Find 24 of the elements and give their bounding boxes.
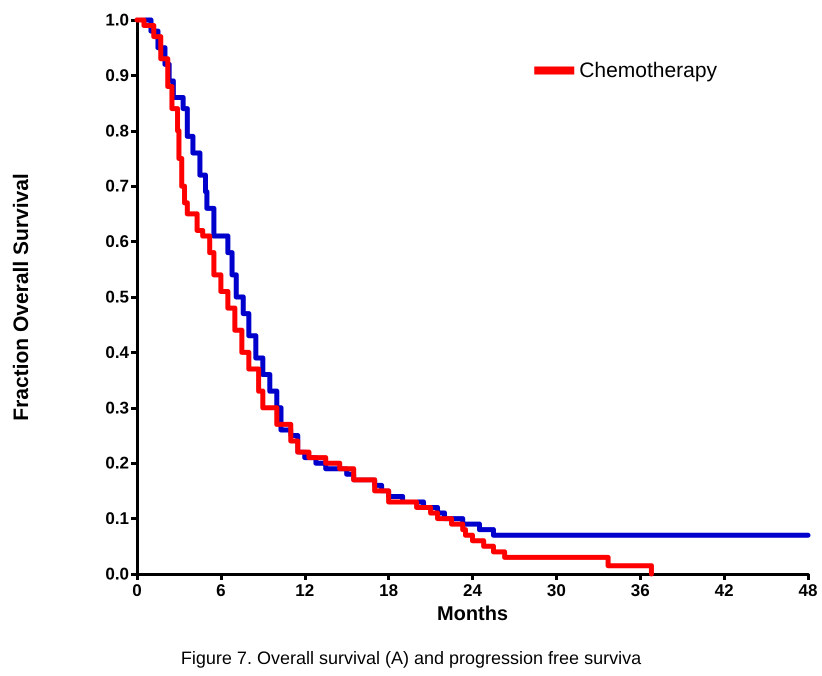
x-tick-label: 30 xyxy=(546,581,566,600)
y-tick-label: 0.2 xyxy=(105,454,129,473)
y-tick-label: 0.8 xyxy=(105,121,129,140)
y-tick-label: 0.5 xyxy=(105,288,129,306)
y-tick-label: 0.9 xyxy=(105,66,129,85)
x-tick-label: 36 xyxy=(630,581,650,600)
x-tick-label: 42 xyxy=(714,581,734,600)
x-axis-title: Months xyxy=(436,603,508,625)
y-tick-label: 0.6 xyxy=(105,232,129,252)
y-tick-label: 1.0 xyxy=(105,10,129,30)
y-tick-label: 0.7 xyxy=(105,176,129,196)
x-tick-label: 24 xyxy=(463,581,482,600)
x-tick-label: 0 xyxy=(132,581,142,600)
caption: Figure 7. Overall survival (A) and progression free surviva xyxy=(180,648,642,668)
x-tick-label: 6 xyxy=(216,581,226,600)
legend-label: Chemotherapy xyxy=(579,59,718,82)
x-tick-label: 18 xyxy=(379,581,398,600)
x-tick-label: 48 xyxy=(798,581,818,600)
y-axis-title: Fraction Overall Survival xyxy=(10,173,33,421)
y-tick-label: 0.3 xyxy=(105,398,129,418)
y-tick-label: 0.4 xyxy=(105,342,130,362)
x-tick-label: 12 xyxy=(295,581,314,600)
y-tick-label: 0.1 xyxy=(105,509,129,528)
y-tick-label: 0.0 xyxy=(105,564,129,584)
